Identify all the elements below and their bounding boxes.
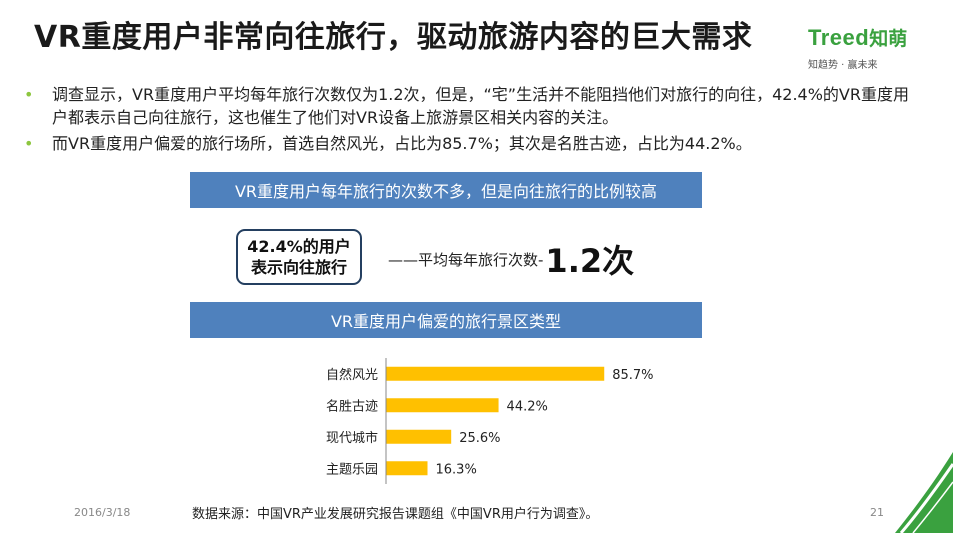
logo-wordmark: Treed知萌 (808, 24, 907, 51)
bar-value-label: 16.3% (436, 462, 477, 477)
corner-leaf-decoration (895, 452, 953, 533)
category-label: 主题乐园 (326, 462, 378, 477)
category-label: 现代城市 (326, 430, 378, 446)
bar (386, 398, 499, 413)
logo-name-en: Treed (808, 25, 870, 50)
bullet-dot-icon: • (24, 134, 34, 153)
category-label: 自然风光 (326, 367, 378, 383)
page-number: 21 (870, 506, 884, 519)
brand-logo: Treed知萌 知趋势 · 赢未来 (808, 24, 938, 71)
page-title: VR重度用户非常向往旅行，驱动旅游内容的巨大需求 (34, 20, 753, 55)
logo-name-cn: 知萌 (869, 28, 908, 50)
average-trips-label: ——平均每年旅行次数- (388, 250, 544, 269)
bullet-list: • 调查显示，VR重度用户平均每年旅行次数仅为1.2次，但是，“宅”生活并不能阻… (24, 83, 924, 158)
section-banner-destination: VR重度用户偏爱的旅行景区类型 (190, 302, 702, 338)
bullet-dot-icon: • (24, 85, 34, 104)
callout-line-2: 表示向往旅行 (250, 258, 347, 277)
bar-value-label: 25.6% (459, 431, 500, 446)
callout-line-1: 42.4%的用户 (247, 237, 351, 256)
bar-value-label: 85.7% (612, 368, 653, 383)
bar (386, 429, 452, 444)
data-source-note: 数据来源：中国VR产业发展研究报告课题组《中国VR用户行为调查》。 (192, 507, 599, 522)
logo-tagline: 知趋势 · 赢未来 (808, 60, 878, 71)
callout-box: 42.4%的用户 表示向往旅行 (236, 229, 362, 285)
average-trips: ——平均每年旅行次数- 1.2次 (388, 236, 634, 282)
bullet-text: 调查显示，VR重度用户平均每年旅行次数仅为1.2次，但是，“宅”生活并不能阻挡他… (52, 85, 909, 127)
category-label: 名胜古迹 (326, 398, 378, 414)
average-trips-value: 1.2次 (545, 242, 635, 280)
destination-bar-chart: 自然风光 85.7% 名胜古迹 44.2% 现代城市 25.6% 主题乐园 16.3% (326, 358, 654, 484)
bar-value-label: 44.2% (507, 399, 548, 414)
bullet-text: 而VR重度用户偏爱的旅行场所，首选自然风光，占比为85.7%；其次是名胜古迹，占… (52, 134, 752, 153)
bullet-item: • 而VR重度用户偏爱的旅行场所，首选自然风光，占比为85.7%；其次是名胜古迹… (24, 132, 924, 155)
bullet-item: • 调查显示，VR重度用户平均每年旅行次数仅为1.2次，但是，“宅”生活并不能阻… (24, 83, 924, 129)
bar (386, 461, 428, 476)
bar (386, 366, 605, 381)
footer-date: 2016/3/18 (74, 506, 131, 519)
section-banner-frequency: VR重度用户每年旅行的次数不多，但是向往旅行的比例较高 (190, 172, 702, 208)
